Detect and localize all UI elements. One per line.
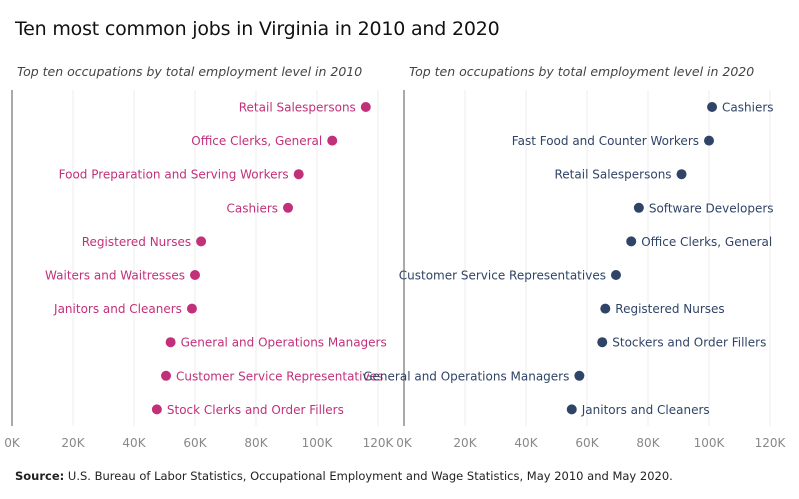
point-label-2020-1: Fast Food and Counter Workers	[512, 134, 699, 148]
point-label-2020-7: Stockers and Order Fillers	[612, 336, 766, 350]
panel-2010-subtitle: Top ten occupations by total employment …	[17, 64, 363, 79]
x-tick-label-2020-3: 60K	[575, 436, 599, 450]
point-label-2010-7: General and Operations Managers	[181, 336, 387, 350]
point-label-2010-4: Registered Nurses	[82, 235, 191, 249]
dot-2020-0	[707, 102, 718, 112]
dot-2020-3	[633, 202, 644, 213]
dot-2020-1	[704, 135, 714, 146]
dot-2010-7	[165, 337, 176, 348]
source-label: Source:	[15, 469, 65, 483]
dot-2020-5	[610, 270, 621, 280]
x-tick-label-2020-4: 80K	[636, 436, 660, 450]
dot-2010-5	[190, 270, 200, 280]
dot-2020-6	[600, 303, 611, 314]
dot-2020-9	[566, 404, 577, 415]
dot-2010-6	[186, 303, 197, 314]
dot-2010-3	[283, 202, 294, 213]
x-tick-label-2010-5: 100K	[302, 436, 334, 450]
point-label-2010-8: Customer Service Representatives	[176, 369, 383, 383]
source-text: U.S. Bureau of Labor Statistics, Occupat…	[67, 469, 673, 483]
dot-2020-4	[626, 236, 637, 247]
point-label-2010-1: Office Clerks, General	[191, 134, 322, 148]
dot-2020-8	[574, 370, 585, 381]
point-label-2020-4: Office Clerks, General	[641, 235, 772, 249]
source-note: Source: U.S. Bureau of Labor Statistics,…	[15, 469, 673, 483]
point-label-2010-5: Waiters and Waitresses	[45, 269, 185, 283]
point-label-2010-0: Retail Salespersons	[239, 101, 356, 115]
point-label-2010-3: Cashiers	[227, 201, 279, 215]
panel-2020-subtitle: Top ten occupations by total employment …	[409, 64, 755, 79]
x-tick-label-2020-1: 20K	[453, 436, 477, 450]
chart-title: Ten most common jobs in Virginia in 2010…	[15, 18, 500, 40]
dot-2010-0	[360, 102, 371, 112]
point-label-2010-2: Food Preparation and Serving Workers	[59, 168, 289, 182]
x-tick-label-2020-2: 40K	[514, 436, 538, 450]
point-label-2020-5: Customer Service Representatives	[399, 269, 606, 283]
x-tick-label-2010-6: 120K	[363, 436, 395, 450]
dot-2010-1	[327, 135, 338, 146]
point-label-2020-9: Janitors and Cleaners	[581, 403, 710, 417]
point-label-2020-8: General and Operations Managers	[363, 369, 569, 383]
panel-2020: 0K 20K 40K 60K 80K 100K 120K Cashiers Fast Food …	[363, 90, 787, 450]
dot-2010-8	[161, 370, 172, 381]
x-tick-label-2020-6: 120K	[755, 436, 787, 450]
x-tick-label-2010-1: 20K	[61, 436, 85, 450]
dot-2020-2	[676, 169, 687, 180]
x-tick-label-2010-3: 60K	[183, 436, 207, 450]
x-tick-label-2010-0: 0K	[4, 436, 21, 450]
dot-2010-9	[151, 404, 162, 415]
point-label-2020-3: Software Developers	[649, 201, 774, 215]
point-label-2020-0: Cashiers	[722, 101, 774, 115]
dot-2020-7	[597, 337, 608, 348]
x-tick-label-2010-4: 80K	[244, 436, 268, 450]
point-label-2020-2: Retail Salespersons	[555, 168, 672, 182]
x-tick-label-2020-0: 0K	[396, 436, 413, 450]
panel-2010: 0K 20K 40K 60K 80K 100K 120K Retail Salesperson…	[4, 90, 395, 450]
point-label-2020-6: Registered Nurses	[615, 302, 724, 316]
dot-2010-4	[196, 236, 207, 247]
point-label-2010-6: Janitors and Cleaners	[53, 302, 182, 316]
x-tick-label-2010-2: 40K	[122, 436, 146, 450]
dot-2010-2	[293, 169, 304, 180]
x-tick-label-2020-5: 100K	[694, 436, 726, 450]
point-label-2010-9: Stock Clerks and Order Fillers	[167, 403, 344, 417]
